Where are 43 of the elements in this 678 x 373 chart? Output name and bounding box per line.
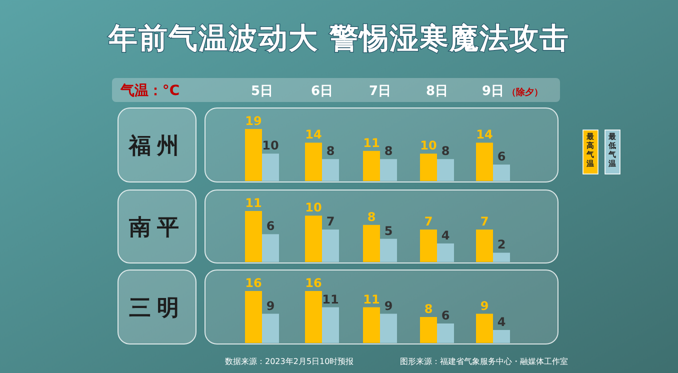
y-axis-title: 三明 (129, 296, 185, 321)
data-label: 7 (326, 214, 335, 229)
y-axis-title: 福州 (128, 134, 185, 159)
x-tick-label: 6日 (310, 84, 334, 99)
data-label: 9 (384, 298, 393, 313)
data-label: 10 (262, 138, 279, 153)
data-label: 6 (497, 150, 506, 164)
y2-axis-title: 气温：°C (119, 83, 180, 99)
data-label: 14 (476, 128, 493, 142)
data-label: 11 (322, 292, 339, 306)
data-label: 10 (305, 200, 322, 215)
x-tick-label: 8日 (426, 84, 448, 99)
data-label: 7 (424, 214, 433, 229)
data-label: 2 (497, 238, 506, 252)
data-label: 5 (384, 224, 393, 238)
data-label: 11 (245, 196, 262, 210)
data-label: 19 (245, 114, 262, 128)
x-tick-label: 5日 (250, 84, 274, 99)
chart-title: 年前气温波动大 警惕湿寒魔法攻击 (107, 21, 570, 55)
data-label: 9 (266, 298, 275, 313)
data-label: 4 (441, 228, 450, 242)
data-label: 6 (266, 219, 275, 234)
data-label: 8 (326, 144, 335, 158)
data-label: 8 (441, 144, 450, 158)
source-note: 数据来源：2023年2月5日10时预报 (225, 357, 354, 366)
data-label: 6 (441, 308, 450, 322)
data-label: 16 (245, 276, 262, 290)
data-label: 4 (497, 315, 506, 329)
data-label: 7 (480, 214, 489, 229)
data-label: 9 (480, 298, 489, 313)
text: 图形来源：福建省气象服务中心・融媒体工作室 (400, 357, 568, 366)
text: （除夕） (507, 87, 543, 98)
data-label: 8 (367, 210, 376, 224)
data-label: 8 (384, 144, 393, 158)
data-label: 8 (424, 302, 433, 316)
data-label: 11 (363, 136, 380, 150)
data-label: 16 (305, 276, 322, 290)
data-label: 10 (420, 138, 437, 153)
y-axis-title: 南平 (128, 216, 185, 240)
data-label: 14 (305, 128, 322, 142)
x-tick-label: 7日 (368, 84, 392, 99)
data-label: 11 (363, 292, 380, 306)
x-tick-label: 9日 (482, 84, 504, 99)
